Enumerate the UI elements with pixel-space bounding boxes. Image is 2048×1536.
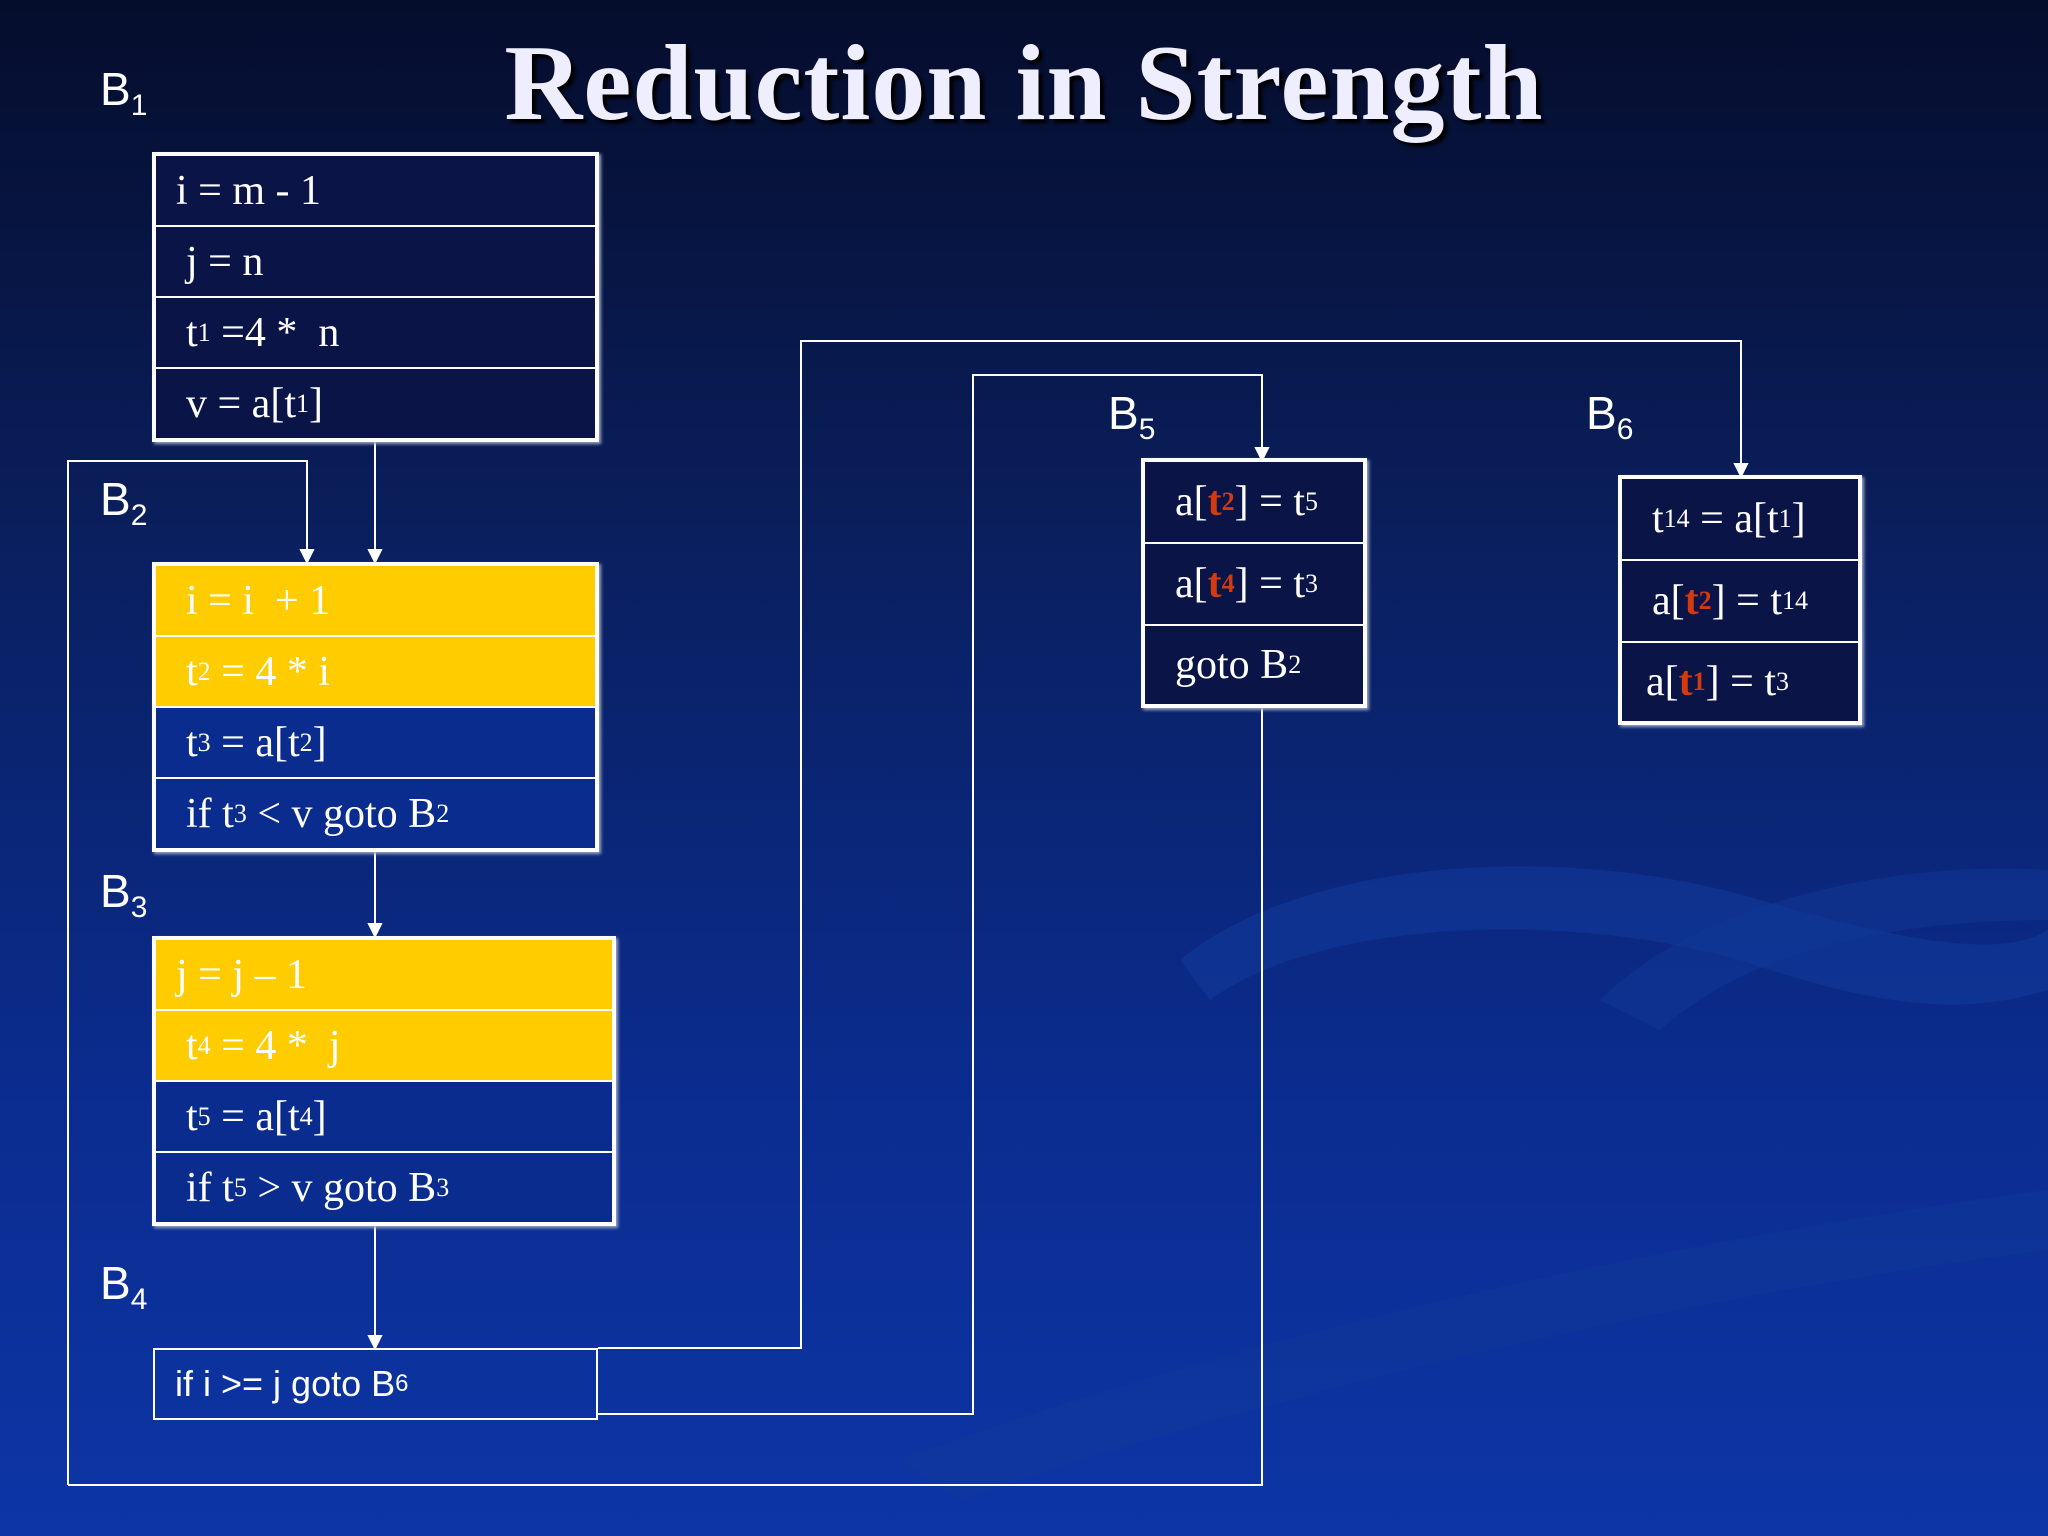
b1-row-4: v = a[t 1] — [186, 380, 323, 427]
label-b2: B2 — [100, 473, 148, 533]
page-title: Reduction in Strength — [504, 24, 1544, 143]
arrow-b5-b2 — [68, 702, 1263, 1486]
label-b1: B1 — [100, 63, 148, 123]
arrow-b4-b6 — [598, 340, 1742, 1349]
b1-row-1: i = m - 1 — [156, 156, 595, 227]
b6-row-1: t 14 = a[t 1] — [1622, 479, 1858, 561]
b3-row-1: j = j – 1 — [156, 940, 612, 1011]
label-b3: B3 — [100, 865, 148, 925]
b2-row-1: i = i + 1 — [156, 566, 595, 637]
arrow-b2-loop — [67, 460, 308, 1485]
label-b4: B4 — [100, 1257, 148, 1317]
b6-row-2: a[t 2] = t 14 — [1622, 561, 1858, 643]
arrow-b4-b5 — [598, 374, 1263, 1415]
label-b5: B5 — [1108, 387, 1156, 447]
b1-row-2: j = n — [156, 227, 595, 298]
label-b6: B6 — [1586, 387, 1634, 447]
